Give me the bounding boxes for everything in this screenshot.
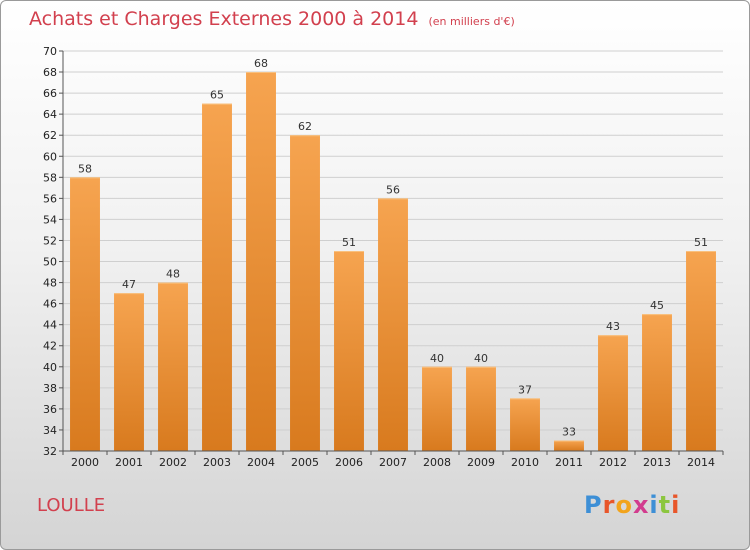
location-label: LOULLE (37, 495, 106, 516)
bar-2001 (114, 293, 144, 451)
unit-label: (en milliers d'€) (428, 15, 515, 28)
y-tick-label: 56 (43, 192, 57, 205)
logo-letter: i (671, 491, 681, 519)
logo-letter: o (615, 491, 633, 519)
data-label-2003: 65 (210, 89, 224, 102)
data-label-2004: 68 (254, 57, 268, 70)
data-label-2002: 48 (166, 268, 180, 281)
y-tick-label: 42 (43, 340, 57, 353)
x-tick-label-2008: 2008 (423, 456, 451, 469)
data-label-2014: 51 (694, 236, 708, 249)
y-tick-label: 70 (43, 45, 57, 58)
bar-2005 (290, 135, 320, 452)
data-label-2013: 45 (650, 299, 664, 312)
y-tick-label: 38 (43, 382, 57, 395)
data-label-2000: 58 (78, 162, 92, 175)
bar-2011 (554, 440, 584, 451)
logo-text: Proxiti (584, 491, 680, 519)
logo-letter: x (632, 491, 650, 519)
y-tick-label: 52 (43, 234, 57, 247)
y-tick-label: 32 (43, 445, 57, 458)
y-tick-label: 68 (43, 66, 57, 79)
proxiti-logo: Proxiti (584, 491, 680, 519)
x-tick-label-2001: 2001 (115, 456, 143, 469)
bar-2004 (246, 72, 276, 451)
logo-letter: r (602, 491, 616, 519)
logo-letter: P (584, 491, 603, 519)
data-label-2005: 62 (298, 120, 312, 133)
data-label-2009: 40 (474, 352, 488, 365)
y-tick-label: 60 (43, 150, 57, 163)
x-tick-label-2005: 2005 (291, 456, 319, 469)
title-text: Achats et Charges Externes 2000 à 2014 (29, 8, 419, 30)
data-label-2010: 37 (518, 383, 532, 396)
y-tick-label: 50 (43, 256, 57, 269)
data-label-2011: 33 (562, 425, 576, 438)
axes: 32 34 36 38 40 42 44 46 48 50 52 54 56 58 60 62 64 66 68 70… (43, 45, 724, 469)
y-tick-label: 46 (43, 298, 57, 311)
bar-2003 (202, 103, 232, 451)
y-tick-label: 58 (43, 171, 57, 184)
bar-2006 (334, 251, 364, 451)
data-label-2006: 51 (342, 236, 356, 249)
y-tick-label: 34 (43, 424, 57, 437)
x-tick-label-2002: 2002 (159, 456, 187, 469)
y-tick-label: 48 (43, 277, 57, 290)
y-tick-label: 54 (43, 213, 57, 226)
x-tick-label-2006: 2006 (335, 456, 363, 469)
logo-letter: i (649, 491, 659, 519)
chart-title: Achats et Charges Externes 2000 à 2014 (e… (29, 8, 515, 30)
bar-2010 (510, 398, 540, 451)
logo-letter: t (658, 491, 672, 519)
x-tick-label-2003: 2003 (203, 456, 231, 469)
bar-2013 (642, 314, 672, 451)
x-tick-label-2014: 2014 (687, 456, 715, 469)
data-label-2008: 40 (430, 352, 444, 365)
bar-2000 (70, 177, 100, 451)
bar-2014 (686, 251, 716, 451)
bar-2009 (466, 366, 496, 451)
x-tick-label-2004: 2004 (247, 456, 275, 469)
x-tick-label-2013: 2013 (643, 456, 671, 469)
y-tick-label: 40 (43, 361, 57, 374)
bars: 58 47 48 65 68 62 51 56 40 40 37 33 43 45 51 (70, 57, 716, 452)
x-tick-label-2011: 2011 (555, 456, 583, 469)
y-tick-label: 62 (43, 129, 57, 142)
bar-2002 (158, 282, 188, 451)
y-tick-label: 36 (43, 403, 57, 416)
data-label-2007: 56 (386, 183, 400, 196)
data-label-2012: 43 (606, 320, 620, 333)
bar-2008 (422, 366, 452, 451)
x-tick-label-2000: 2000 (71, 456, 99, 469)
data-label-2001: 47 (122, 278, 136, 291)
y-tick-label: 64 (43, 108, 57, 121)
x-tick-label-2012: 2012 (599, 456, 627, 469)
y-tick-label: 66 (43, 87, 57, 100)
bar-2012 (598, 335, 628, 451)
y-tick-label: 44 (43, 319, 57, 332)
x-tick-label-2009: 2009 (467, 456, 495, 469)
bar-2007 (378, 198, 408, 451)
x-tick-label-2007: 2007 (379, 456, 407, 469)
x-tick-label-2010: 2010 (511, 456, 539, 469)
